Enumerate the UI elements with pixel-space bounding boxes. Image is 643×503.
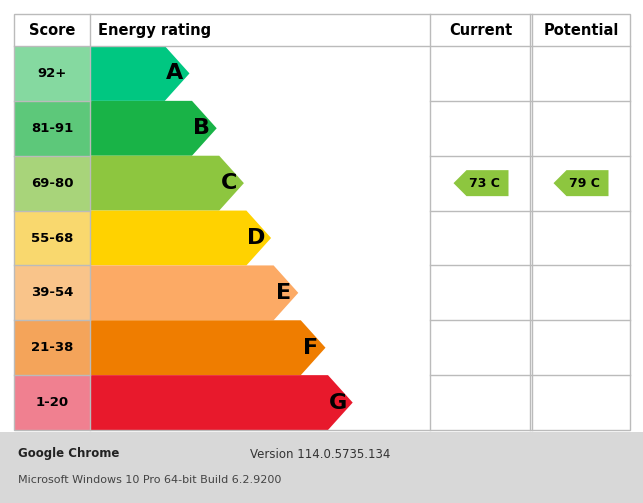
Text: 79 C: 79 C (569, 177, 600, 190)
Polygon shape (90, 101, 217, 156)
Bar (14, 101, 90, 156)
Bar (0, 432, 643, 503)
Bar (14, 266, 90, 320)
Text: 39-54: 39-54 (31, 286, 73, 299)
Polygon shape (90, 320, 325, 375)
Polygon shape (554, 170, 608, 196)
Polygon shape (90, 46, 190, 101)
Polygon shape (90, 211, 271, 266)
Text: D: D (247, 228, 266, 248)
Text: Score: Score (29, 23, 75, 38)
Text: 21-38: 21-38 (31, 341, 73, 354)
Bar (14, 211, 90, 266)
Polygon shape (453, 170, 509, 196)
Text: Potential: Potential (543, 23, 619, 38)
Text: F: F (303, 338, 318, 358)
Polygon shape (90, 266, 298, 320)
Text: B: B (194, 118, 210, 138)
Bar (14, 320, 90, 375)
Bar (14, 46, 90, 101)
Polygon shape (90, 375, 353, 430)
Bar (14, 156, 90, 211)
Bar (432, 46, 630, 430)
Text: 81-91: 81-91 (31, 122, 73, 135)
Text: Google Chrome: Google Chrome (18, 448, 120, 461)
Text: Version 114.0.5735.134: Version 114.0.5735.134 (250, 448, 390, 461)
Text: Microsoft Windows 10 Pro 64-bit Build 6.2.9200: Microsoft Windows 10 Pro 64-bit Build 6.… (18, 475, 282, 485)
Text: Energy rating: Energy rating (98, 23, 211, 38)
Text: 55-68: 55-68 (31, 231, 73, 244)
Polygon shape (90, 156, 244, 211)
Text: E: E (276, 283, 291, 303)
Bar (14, 14, 630, 430)
Text: 69-80: 69-80 (31, 177, 73, 190)
Text: G: G (329, 392, 347, 412)
Text: 92+: 92+ (37, 67, 67, 80)
Text: 73 C: 73 C (469, 177, 500, 190)
Bar (14, 375, 90, 430)
Text: 1-20: 1-20 (35, 396, 69, 409)
Text: Current: Current (449, 23, 512, 38)
Text: A: A (166, 63, 183, 83)
Text: C: C (221, 173, 237, 193)
